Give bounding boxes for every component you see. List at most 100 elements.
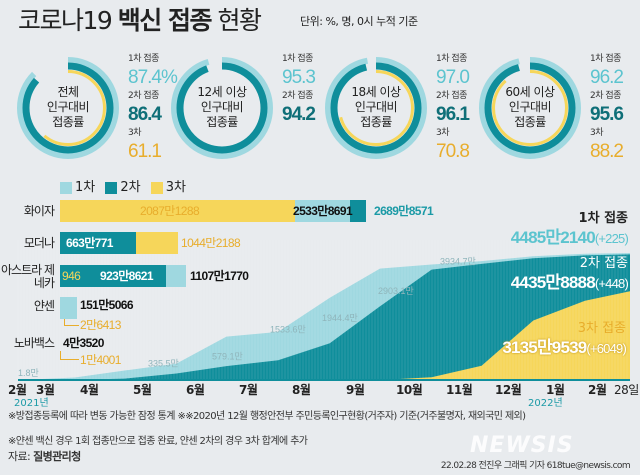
title-bold: 백신 접종 — [117, 6, 213, 35]
point-label: 579.1만 — [212, 352, 243, 362]
donut-dose1: 87.4% — [128, 67, 178, 88]
donut-dose2-label: 2차 접종 — [128, 91, 159, 101]
x-tick-label: 2월 — [8, 383, 27, 397]
donut-dose2: 95.6 — [590, 104, 624, 125]
moderna-dose3-bar — [136, 232, 178, 254]
legend-dose1: 1차 — [75, 180, 96, 195]
legend-dose2: 2차 — [120, 180, 141, 195]
donut-center-label: 60세 이상 인구대비 접종률 — [490, 85, 570, 130]
x-tick-label: 28일 — [614, 383, 639, 397]
donut-1-dose2-ring — [176, 62, 268, 154]
janssen-dose1-value: 151만5066 — [80, 298, 134, 312]
x-tick-label: 9월 — [346, 383, 365, 397]
vaccine-name-novavax: 노바백스 — [13, 336, 55, 350]
total-dose1: 4485만2140(+225) — [510, 228, 629, 248]
x-tick-label: 7월 — [239, 383, 258, 397]
donut-dose1-label: 1차 접종 — [436, 54, 467, 64]
x-tick-label: 8월 — [292, 383, 311, 397]
area-series-dose3 — [18, 291, 630, 380]
donut-center-line: 12세 이상 — [197, 85, 247, 99]
point-label: 1.8만 — [18, 368, 39, 378]
donut-dose3: 70.8 — [436, 141, 470, 162]
donut-center-line: 접종률 — [514, 115, 546, 129]
janssen-leader-line — [64, 319, 79, 326]
total-dose1-label: 1차 접종 — [578, 211, 628, 226]
point-label: 2903.1만 — [378, 286, 414, 296]
x-tick-label: 10월 — [396, 383, 423, 397]
source-label: 자료: — [8, 450, 31, 463]
donut-dose2-label: 2차 접종 — [282, 91, 313, 101]
janssen-dose1-bar — [60, 297, 77, 319]
donut-center-line: 인구대비 — [46, 100, 90, 114]
donut-dose3: 88.2 — [590, 141, 624, 162]
x-tick-label: 1월 — [546, 383, 565, 397]
x-tick-label: 12월 — [495, 383, 522, 397]
donut-dose2: 96.1 — [436, 104, 470, 125]
donut-center-label: 18세 이상 인구대비 접종률 — [336, 85, 416, 130]
donut-2-dose3-ring — [338, 70, 414, 146]
moderna-dose2-value: 663만771 — [66, 236, 113, 250]
pfizer-dose3-bar — [60, 200, 295, 222]
donut-0-dose2-ring — [22, 62, 114, 154]
vaccine-name-astrazeneca: 아스트라 제네카 — [0, 263, 55, 290]
donut-center-line: 전체 — [57, 85, 79, 99]
x-tick-label: 6월 — [186, 383, 205, 397]
total-dose3-delta: (+6049) — [586, 341, 626, 356]
donut-2-dose2-ring — [330, 62, 422, 154]
vaccine-name-moderna: 모더나 — [23, 236, 55, 250]
donut-dose3: 61.1 — [128, 141, 162, 162]
donut-3-dose3-ring — [492, 70, 568, 146]
donut-2-dose1-ring — [325, 57, 427, 159]
moderna-dose3-value: 1044만2188 — [181, 236, 241, 250]
donut-dose2-label: 2차 접종 — [436, 91, 467, 101]
donut-center-label: 12세 이상 인구대비 접종률 — [182, 85, 262, 130]
donut-dose1: 96.2 — [590, 67, 624, 88]
total-dose3: 3135만9539(+6049) — [502, 338, 626, 358]
donut-dose1-label: 1차 접종 — [128, 54, 159, 64]
year-2021: 2021년 — [14, 398, 49, 409]
point-label: 3934.7만 — [440, 257, 476, 267]
x-tick-label: 5월 — [133, 383, 152, 397]
newsis-watermark: NEWSIS — [470, 433, 574, 458]
total-dose3-label: 3차 접종 — [577, 321, 626, 336]
donut-center-line: 접종률 — [52, 115, 84, 129]
donut-center-line: 18세 이상 — [351, 85, 401, 99]
total-dose1-value: 4485만2140 — [510, 228, 596, 247]
astrazeneca-dose2-bar — [60, 265, 166, 287]
moderna-dose2-bar — [60, 232, 136, 254]
donut-3-dose2-ring — [484, 62, 576, 154]
donut-dose2: 94.2 — [282, 104, 316, 125]
credit: 22.02.28 전진우 그래픽 기자 618tue@newsis.com — [440, 461, 631, 471]
source-value: 질병관리청 — [33, 450, 81, 463]
legend-dose3: 3차 — [165, 180, 186, 195]
area-series-dose2 — [18, 254, 630, 380]
x-tick-label: 4월 — [80, 383, 99, 397]
donut-center-line: 인구대비 — [354, 100, 398, 114]
vaccine-name-pfizer: 화이자 — [23, 204, 55, 218]
donut-dose3-label: 3차 — [590, 128, 604, 138]
point-label: 1944.4만 — [322, 313, 358, 323]
astrazeneca-dose2-value: 923만8621 — [100, 269, 154, 283]
legend-swatch-dose2 — [105, 181, 118, 194]
donut-dose3-label: 3차 — [128, 128, 142, 138]
title-prefix: 코로나19 — [18, 6, 113, 35]
vaccine-name-janssen: 얀센 — [33, 299, 55, 313]
donut-center-label: 전체 인구대비 접종률 — [28, 85, 108, 130]
pfizer-dose1-value: 2689만8571 — [374, 204, 434, 218]
novavax-leader-line — [60, 351, 79, 360]
donut-center-line: 접종률 — [206, 115, 238, 129]
novavax-dose3-value: 1만4001 — [80, 353, 121, 367]
donut-0-dose3-ring — [30, 70, 106, 146]
total-dose2: 4435만8888(+448) — [511, 273, 629, 293]
footnote-2: ※얀센 백신 경우 1회 접종만으로 접종 완료, 얀센 2차의 경우 3차 합… — [8, 436, 308, 447]
donut-dose2: 86.4 — [128, 104, 162, 125]
unit-note: 단위: %, 명, 0시 누적 기준 — [300, 15, 418, 28]
donut-3-dose1-ring — [479, 57, 581, 159]
donut-charts — [17, 57, 581, 159]
donut-dose2-label: 2차 접종 — [590, 91, 621, 101]
point-label: 1533.6만 — [270, 325, 306, 335]
year-2022: 2022년 — [528, 398, 563, 409]
astrazeneca-dose1-bar — [166, 265, 186, 287]
point-label: 335.5만 — [148, 358, 179, 368]
